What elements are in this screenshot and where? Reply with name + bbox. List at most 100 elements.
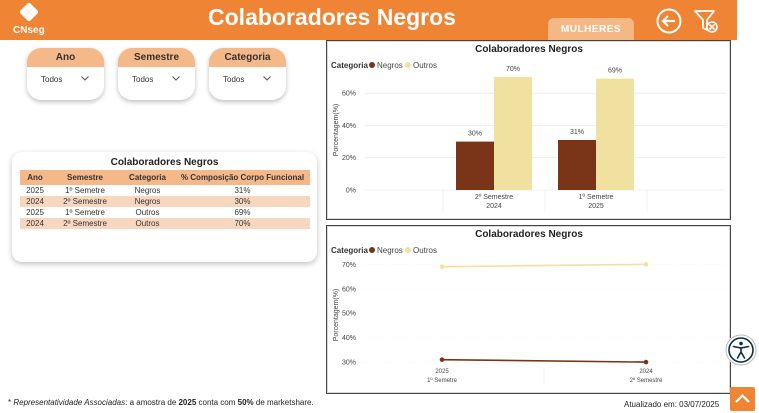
filter-categoria-label: Categoria bbox=[209, 48, 286, 67]
filter-semestre[interactable]: Semestre Todos bbox=[118, 48, 195, 100]
table-header-row: Ano Semestre Categoria % Composição Corp… bbox=[20, 170, 310, 185]
data-point-outros bbox=[439, 264, 445, 270]
x-tick-label: 2025 bbox=[588, 203, 604, 210]
filter-categoria-value[interactable]: Todos bbox=[223, 75, 245, 84]
cell-ano: 2024 bbox=[20, 196, 50, 207]
arrow-up-icon bbox=[735, 393, 750, 403]
bar-chart-card: Colaboradores Negros Categoria Negros Outro… bbox=[327, 41, 730, 219]
data-table-card: Colaboradores Negros Ano Semestre Catego… bbox=[12, 152, 317, 262]
legend-marker-outros bbox=[405, 247, 411, 253]
footer-note-prefix: * bbox=[8, 398, 14, 407]
cell-composicao: 31% bbox=[234, 186, 251, 195]
y-tick-label: 40% bbox=[342, 335, 356, 342]
bar-outros bbox=[494, 77, 532, 190]
header-bar: CNseg Colaboradores Negros MULHERES bbox=[0, 0, 737, 40]
filter-categoria[interactable]: Categoria Todos bbox=[209, 48, 286, 100]
y-tick-label: 60% bbox=[342, 286, 356, 293]
filter-ano-label: Ano bbox=[27, 48, 104, 67]
updated-date: 03/07/2025 bbox=[679, 400, 720, 409]
updated-timestamp: Atualizado em: 03/07/2025 bbox=[624, 400, 719, 409]
back-arrow-icon[interactable] bbox=[656, 8, 682, 34]
data-label: 70% bbox=[506, 66, 520, 73]
data-label: 31% bbox=[570, 129, 584, 136]
x-tick-label: 2025 bbox=[435, 369, 449, 375]
footer-note-pct: 50% bbox=[237, 398, 254, 407]
cell-composicao: 30% bbox=[175, 196, 310, 207]
column-header-categoria[interactable]: Categoria bbox=[120, 170, 175, 185]
table-row[interactable]: 2024 2º Semestre Outros 70% bbox=[20, 218, 310, 229]
y-tick-label: 30% bbox=[342, 360, 356, 367]
filter-ano-value[interactable]: Todos bbox=[41, 75, 63, 84]
cell-composicao: 69% bbox=[234, 208, 251, 217]
cell-semestre: 1º Semetre bbox=[65, 208, 105, 217]
y-tick-label: 70% bbox=[342, 262, 356, 269]
tab-mulheres[interactable]: MULHERES bbox=[548, 18, 634, 40]
chevron-down-icon[interactable] bbox=[262, 73, 272, 83]
x-tick-label: 2º Semestre bbox=[475, 194, 513, 201]
data-point-negros bbox=[439, 357, 445, 362]
footer-note-mid: : a amostra de bbox=[125, 398, 179, 407]
legend-marker-negros bbox=[369, 247, 375, 253]
legend-title: Categoria bbox=[331, 246, 368, 255]
page-title-text: Colaboradores Negros bbox=[208, 4, 456, 30]
table-title: Colaboradores Negros bbox=[110, 157, 219, 168]
x-tick-label: 1º Semetre bbox=[579, 194, 614, 201]
legend-marker-outros bbox=[405, 62, 411, 68]
x-tick-label: 2024 bbox=[639, 369, 653, 375]
y-axis-title: Porcentagem(%) bbox=[333, 289, 340, 342]
page-title: Colaboradores Negros bbox=[0, 4, 660, 31]
chevron-down-icon[interactable] bbox=[80, 73, 90, 83]
column-header-ano[interactable]: Ano bbox=[20, 170, 50, 185]
cell-ano: 2025 bbox=[26, 186, 44, 195]
accessibility-icon[interactable] bbox=[725, 334, 757, 366]
footer-note-mid2: conta com bbox=[196, 398, 238, 407]
clear-filter-icon[interactable] bbox=[693, 8, 719, 34]
cell-semestre: 2º Semestre bbox=[50, 218, 120, 229]
cell-categoria: Outros bbox=[135, 208, 160, 217]
y-tick-label: 0% bbox=[346, 188, 356, 195]
chart-title: Colaboradores Negros bbox=[475, 229, 583, 240]
cnseg-logo-icon bbox=[20, 3, 38, 21]
x-tick-label: 1º Semetre bbox=[427, 377, 458, 384]
legend-item-negros: Negros bbox=[377, 61, 403, 70]
footer-note-end: de marketshare. bbox=[253, 398, 314, 407]
filter-semestre-label: Semestre bbox=[118, 48, 195, 67]
table-row[interactable]: 2025 1º Semetre Outros 69% bbox=[20, 207, 310, 218]
legend-item-outros: Outros bbox=[413, 246, 437, 255]
cell-ano: 2025 bbox=[26, 208, 44, 217]
line-chart: Colaboradores Negros Categoria Negros Outro… bbox=[331, 229, 728, 385]
data-point-negros bbox=[643, 359, 649, 365]
cell-categoria: Negros bbox=[120, 196, 175, 207]
line-chart-card: Colaboradores Negros Categoria Negros Outro… bbox=[327, 226, 730, 393]
footer-note: * Representatividade Associadas: a amost… bbox=[8, 398, 314, 407]
column-header-semestre[interactable]: Semestre bbox=[50, 170, 120, 185]
series-line-outros bbox=[441, 263, 647, 268]
x-tick-label: 2024 bbox=[486, 203, 502, 210]
table-row[interactable]: 2025 1º Semetre Negros 31% bbox=[20, 185, 310, 196]
bar-negros bbox=[558, 139, 596, 190]
y-axis-title: Porcentagem(%) bbox=[333, 104, 340, 157]
data-label: 30% bbox=[468, 131, 482, 138]
data-label: 69% bbox=[608, 68, 622, 75]
x-tick-label: 2º Semestre bbox=[630, 377, 664, 384]
filter-ano[interactable]: Ano Todos bbox=[27, 48, 104, 100]
brand-name: CNseg bbox=[13, 25, 45, 36]
cell-categoria: Negros bbox=[134, 186, 161, 195]
footer-note-italic: Representatividade Associadas bbox=[13, 398, 126, 407]
bar-chart: Colaboradores Negros Categoria Negros Outro… bbox=[331, 44, 726, 212]
chevron-down-icon[interactable] bbox=[171, 73, 181, 83]
filter-semestre-value[interactable]: Todos bbox=[132, 75, 154, 84]
cell-semestre: 2º Semestre bbox=[50, 196, 120, 207]
series-line-negros bbox=[441, 358, 647, 363]
cell-categoria: Outros bbox=[120, 218, 175, 229]
scroll-top-button[interactable] bbox=[730, 387, 755, 411]
updated-label: Atualizado em: bbox=[624, 400, 677, 409]
footer-note-year: 2025 bbox=[178, 398, 197, 407]
table-row[interactable]: 2024 2º Semestre Negros 30% bbox=[20, 196, 310, 207]
legend-item-negros: Negros bbox=[377, 246, 403, 255]
y-tick-label: 20% bbox=[342, 155, 356, 162]
y-tick-label: 50% bbox=[342, 311, 356, 318]
cell-composicao: 70% bbox=[175, 218, 310, 229]
column-header-composicao[interactable]: % Composição Corpo Funcional bbox=[175, 170, 310, 185]
